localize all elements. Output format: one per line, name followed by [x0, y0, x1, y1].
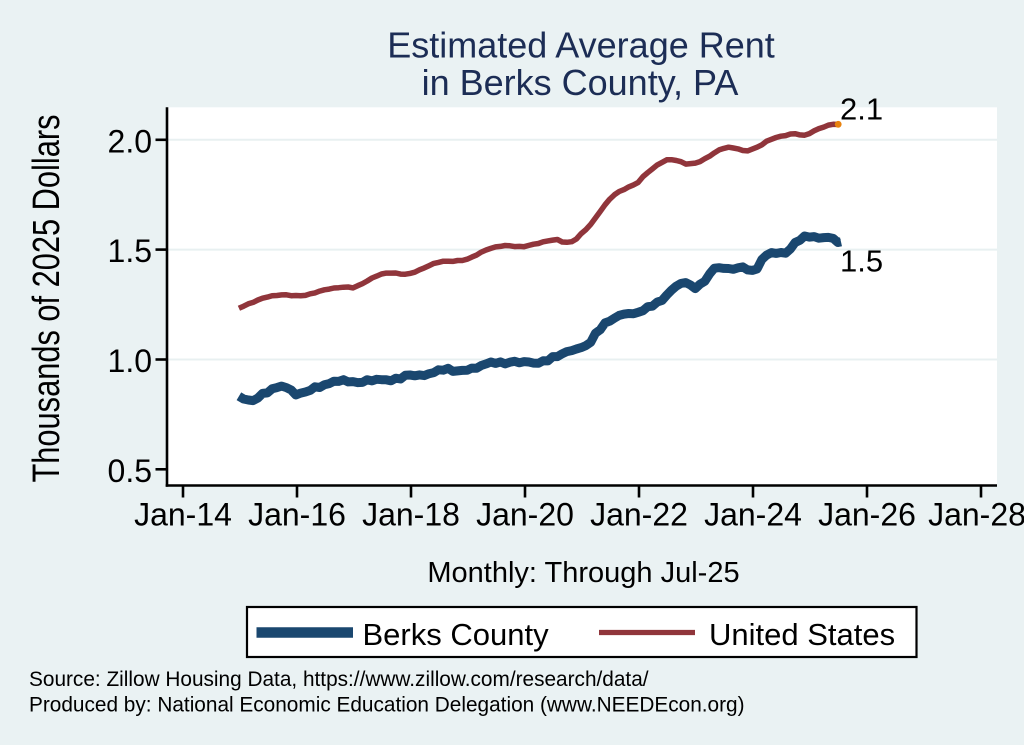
svg-text:Jan-24: Jan-24 [704, 497, 802, 533]
svg-text:1.5: 1.5 [108, 233, 152, 269]
svg-text:Thousands of 2025 Dollars: Thousands of 2025 Dollars [26, 115, 68, 483]
svg-text:2.0: 2.0 [108, 123, 152, 159]
svg-text:Berks County: Berks County [363, 617, 550, 652]
svg-text:1.5: 1.5 [840, 243, 883, 278]
svg-text:Jan-22: Jan-22 [590, 497, 688, 533]
svg-text:in Berks County, PA: in Berks County, PA [422, 62, 739, 103]
svg-text:1.0: 1.0 [108, 343, 152, 379]
svg-text:Jan-26: Jan-26 [818, 497, 916, 533]
svg-text:0.5: 0.5 [108, 453, 152, 489]
svg-text:Jan-28: Jan-28 [928, 497, 1024, 533]
svg-text:Jan-14: Jan-14 [134, 497, 232, 533]
svg-text:Source: Zillow Housing Data, h: Source: Zillow Housing Data, https://www… [29, 668, 649, 691]
svg-text:2.1: 2.1 [840, 91, 883, 126]
svg-text:Produced by: National Economic: Produced by: National Economic Education… [29, 693, 745, 716]
svg-text:Jan-20: Jan-20 [476, 497, 574, 533]
svg-text:Estimated Average Rent: Estimated Average Rent [387, 25, 775, 66]
svg-text:Monthly: Through Jul-25: Monthly: Through Jul-25 [427, 557, 739, 589]
svg-text:Jan-18: Jan-18 [362, 497, 460, 533]
svg-text:Jan-16: Jan-16 [248, 497, 346, 533]
svg-text:United States: United States [709, 617, 895, 652]
